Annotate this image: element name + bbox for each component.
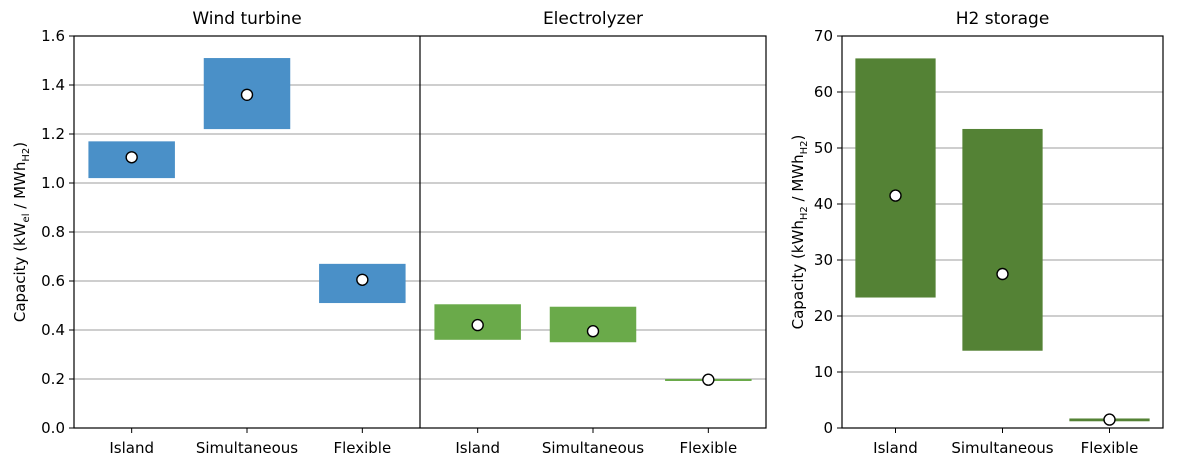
left-ylabel-main: Capacity (kW: [11, 222, 29, 322]
ytick-label-0-7: 1.4: [41, 76, 65, 94]
right-ylabel-mid: / MWh: [789, 154, 807, 206]
xtick-label-1-0-1: Simultaneous: [951, 439, 1053, 457]
right-ylabel-sub1: H2: [799, 206, 810, 220]
xtick-label-0-1-2: Flexible: [679, 439, 737, 457]
ytick-label-0-5: 1.0: [41, 174, 65, 192]
panel-title-0-1: Electrolyzer: [543, 9, 643, 29]
point-marker-0-1-0: [471, 318, 484, 332]
left-ylabel-mid: / MWh: [11, 162, 29, 214]
range-bar-1-0-1: [962, 128, 1043, 351]
point-marker-1-0-2: [1103, 413, 1116, 426]
panel-title-0-0: Wind turbine: [192, 9, 301, 29]
point-marker-0-0-0: [125, 151, 138, 164]
chart-marks: 0.0 0.2 0.4 0.6 0.8 1.0 1.2 1.4 1.6 Wind turbine I…: [41, 9, 1164, 457]
point-marker-0-0-2: [356, 273, 369, 286]
xtick-label-1-0-0: Island: [873, 439, 918, 457]
ytick-label-0-8: 1.6: [41, 27, 65, 45]
ytick-label-1-1: 10: [814, 363, 833, 381]
ytick-label-1-4: 40: [814, 195, 833, 213]
ytick-label-1-6: 60: [814, 83, 833, 101]
xtick-label-0-0-2: Flexible: [333, 439, 391, 457]
ytick-label-0-6: 1.2: [41, 125, 65, 143]
ytick-label-0-3: 0.6: [41, 272, 65, 290]
right-ylabel-main: Capacity (kWh: [789, 220, 807, 329]
ytick-label-0-4: 0.8: [41, 223, 65, 241]
xtick-label-0-0-1: Simultaneous: [196, 439, 298, 457]
range-bar-1-0-0: [855, 58, 936, 298]
point-marker-1-0-0: [889, 189, 902, 202]
ytick-label-1-3: 30: [814, 251, 833, 269]
ytick-label-1-7: 70: [814, 27, 833, 45]
ytick-label-0-2: 0.4: [41, 321, 65, 339]
right-ylabel-sub2: H2: [799, 141, 810, 155]
point-marker-0-0-1: [240, 88, 254, 102]
xtick-label-0-0-0: Island: [109, 439, 154, 457]
right-ylabel-end: ): [789, 135, 807, 141]
ytick-label-0-0: 0.0: [41, 419, 65, 437]
xtick-label-1-0-2: Flexible: [1081, 439, 1139, 457]
left-ylabel: Capacity (kWel / MWhH2): [11, 142, 32, 322]
ytick-label-1-5: 50: [814, 139, 833, 157]
left-ylabel-sub1: el: [21, 213, 32, 222]
xtick-label-0-1-0: Island: [455, 439, 500, 457]
axis-frame-1: [841, 35, 1164, 429]
ytick-label-1-2: 20: [814, 307, 833, 325]
ytick-label-1-0: 0: [823, 419, 833, 437]
point-marker-0-1-1: [586, 325, 600, 338]
ytick-label-0-1: 0.2: [41, 370, 65, 388]
point-marker-0-1-2: [702, 373, 715, 386]
panel-title-1-0: H2 storage: [956, 9, 1050, 29]
left-ylabel-sub2: H2: [21, 148, 32, 162]
left-ylabel-end: ): [11, 142, 29, 148]
right-ylabel: Capacity (kWhH2 / MWhH2): [789, 135, 810, 330]
xtick-label-0-1-1: Simultaneous: [542, 439, 644, 457]
point-marker-1-0-1: [996, 267, 1009, 281]
